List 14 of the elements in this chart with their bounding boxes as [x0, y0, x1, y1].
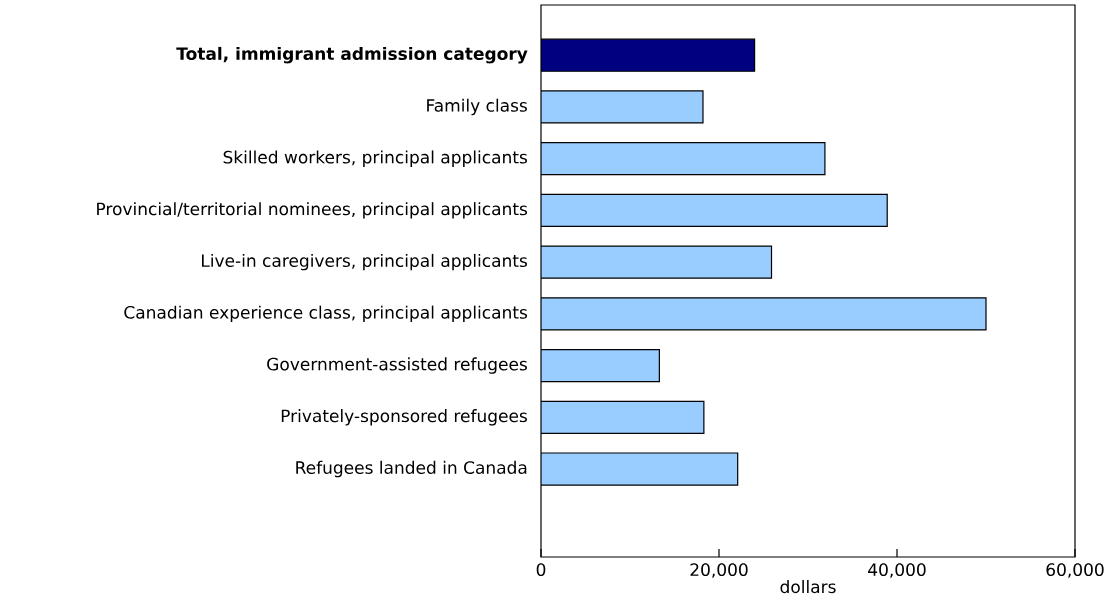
x-tick-label: 40,000: [868, 563, 926, 578]
y-tick-label: Skilled workers, principal applicants: [223, 150, 528, 167]
y-tick-label: Canadian experience class, principal applicants: [124, 305, 528, 323]
y-tick-label: Family class: [427, 98, 527, 116]
x-tick-label: 0: [536, 563, 546, 577]
y-tick-label: Total, immigrant admission category: [176, 46, 528, 64]
x-tick-label: 60,000: [1046, 563, 1104, 578]
y-tick-label: Government-assisted refugees: [267, 357, 527, 374]
y-tick-label: Refugees landed in Canada: [296, 460, 527, 478]
y-tick-label: Privately-sponsored refugees: [281, 409, 527, 426]
y-tick-label: Provincial/territorial nominees, principal applicants: [97, 202, 528, 219]
x-tick-label: 20,000: [690, 563, 748, 578]
y-tick-label: Live-in caregivers, principal applicants: [202, 253, 528, 271]
x-axis-title: dollars: [780, 579, 836, 594]
